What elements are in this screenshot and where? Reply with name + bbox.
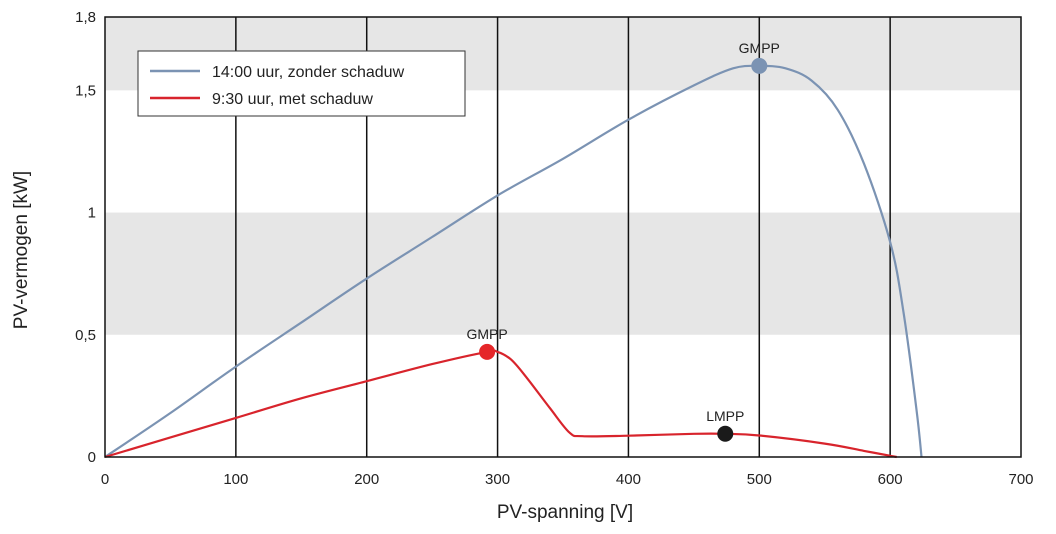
x-tick-label-500: 500	[747, 471, 772, 488]
plot-border	[104, 16, 1022, 458]
marker-gmpp-2	[479, 343, 496, 360]
y-tick-label-5: 1,8	[75, 9, 96, 26]
grey-band-1	[105, 212, 1021, 335]
series-line-2	[104, 349, 897, 459]
y-tick-label-3: 1	[88, 205, 96, 222]
series-line-1	[104, 64, 923, 458]
y-axis-ticks: 0 0,5 1 1,5 1,8	[75, 9, 96, 466]
x-tick-label-300: 300	[485, 471, 510, 488]
marker-label-2: GMPP	[466, 326, 507, 342]
series-layer	[104, 64, 923, 459]
x-tick-label-200: 200	[354, 471, 379, 488]
plot-frame	[104, 16, 1022, 458]
x-tick-label-100: 100	[223, 471, 248, 488]
y-tick-label-4: 1,5	[75, 82, 96, 99]
legend-label-series-2: 9:30 uur, met schaduw	[212, 91, 373, 108]
x-axis-label: PV-spanning [V]	[497, 502, 633, 523]
legend-box	[137, 50, 466, 117]
x-tick-label-600: 600	[878, 471, 903, 488]
background-bands	[105, 17, 1021, 335]
legend: 14:00 uur, zonder schaduw 9:30 uur, met …	[137, 50, 466, 117]
marker-lmpp-3	[717, 425, 734, 442]
y-axis-label: PV-vermogen [kW]	[11, 171, 32, 329]
x-axis-ticks: 0 100 200 300 400 500 600 700	[101, 471, 1034, 488]
marker-label-3: LMPP	[706, 408, 744, 424]
x-tick-label-700: 700	[1008, 471, 1033, 488]
legend-label-series-1: 14:00 uur, zonder schaduw	[212, 64, 405, 81]
x-tick-label-400: 400	[616, 471, 641, 488]
marker-gmpp-1	[751, 57, 768, 74]
y-tick-label-1: 0	[88, 449, 96, 466]
x-tick-label-0: 0	[101, 471, 109, 488]
y-tick-label-2: 0,5	[75, 327, 96, 344]
markers-layer: GMPP GMPP LMPP	[466, 40, 780, 442]
marker-label-1: GMPP	[739, 40, 780, 56]
